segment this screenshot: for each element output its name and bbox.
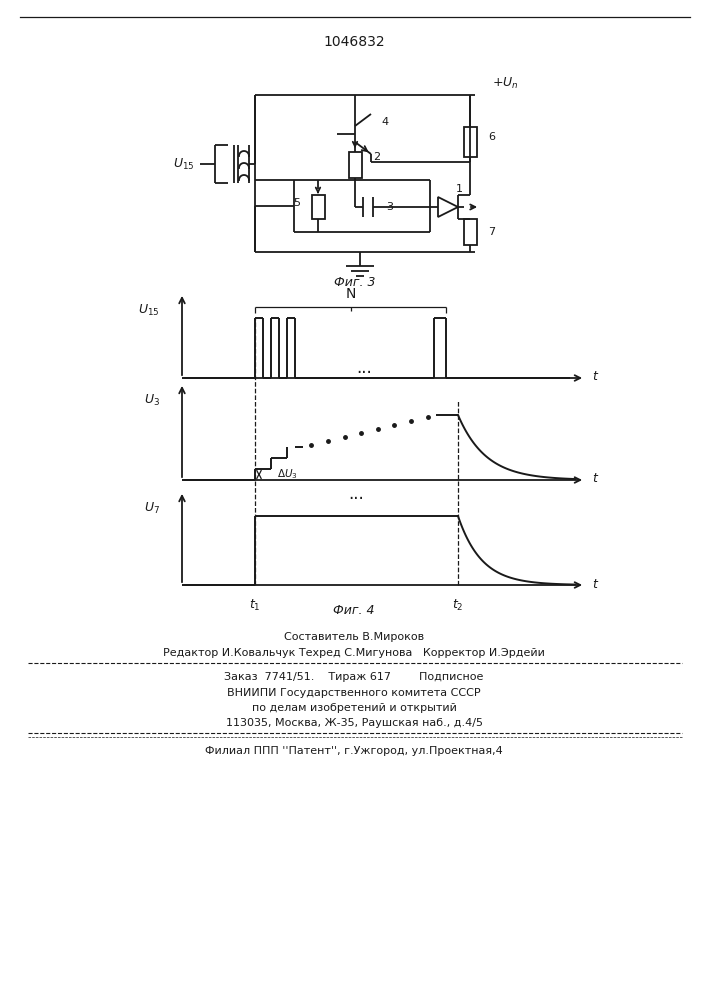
Text: 113035, Москва, Ж-35, Раушская наб., д.4/5: 113035, Москва, Ж-35, Раушская наб., д.4… [226, 718, 482, 728]
Text: 1046832: 1046832 [323, 35, 385, 49]
Text: Редактор И.Ковальчук Техред С.Мигунова   Корректор И.Эрдейи: Редактор И.Ковальчук Техред С.Мигунова К… [163, 648, 545, 658]
Text: $t_2$: $t_2$ [452, 597, 464, 613]
Text: $t$: $t$ [592, 578, 600, 590]
Text: $U_7$: $U_7$ [144, 500, 160, 516]
Text: $t$: $t$ [592, 370, 600, 383]
Text: $t_1$: $t_1$ [249, 597, 261, 613]
Text: $U_{15}$: $U_{15}$ [139, 302, 160, 318]
Text: $\Delta U_3$: $\Delta U_3$ [277, 468, 298, 481]
Text: +$U_n$: +$U_n$ [492, 75, 518, 91]
Text: 1: 1 [456, 184, 463, 194]
Text: 3: 3 [386, 202, 393, 212]
Text: Фиг. 4: Фиг. 4 [333, 603, 375, 616]
Text: Фиг. 3: Фиг. 3 [334, 276, 375, 290]
Text: $U_3$: $U_3$ [144, 392, 160, 408]
Text: 5: 5 [293, 198, 300, 208]
Text: Заказ  7741/51.    Тираж 617        Подписное: Заказ 7741/51. Тираж 617 Подписное [224, 672, 484, 682]
Text: ВНИИПИ Государственного комитета СССР: ВНИИПИ Государственного комитета СССР [227, 688, 481, 698]
Bar [464, 219, 477, 245]
Polygon shape [438, 197, 458, 217]
Text: 6: 6 [488, 132, 495, 142]
Text: 7: 7 [488, 227, 495, 237]
Text: 4: 4 [381, 117, 388, 127]
Text: $U_{15}$: $U_{15}$ [173, 156, 195, 172]
Text: $t$: $t$ [592, 473, 600, 486]
Text: ...: ... [349, 485, 364, 503]
Bar [349, 152, 361, 178]
Text: ...: ... [356, 359, 373, 377]
Text: 2: 2 [373, 152, 380, 162]
Bar [312, 195, 325, 219]
Bar [464, 127, 477, 157]
Text: N: N [345, 287, 356, 301]
Text: Филиал ППП ''Патент'', г.Ужгород, ул.Проектная,4: Филиал ППП ''Патент'', г.Ужгород, ул.Про… [205, 746, 503, 756]
Text: по делам изобретений и открытий: по делам изобретений и открытий [252, 703, 457, 713]
Text: Составитель В.Мироков: Составитель В.Мироков [284, 632, 424, 642]
